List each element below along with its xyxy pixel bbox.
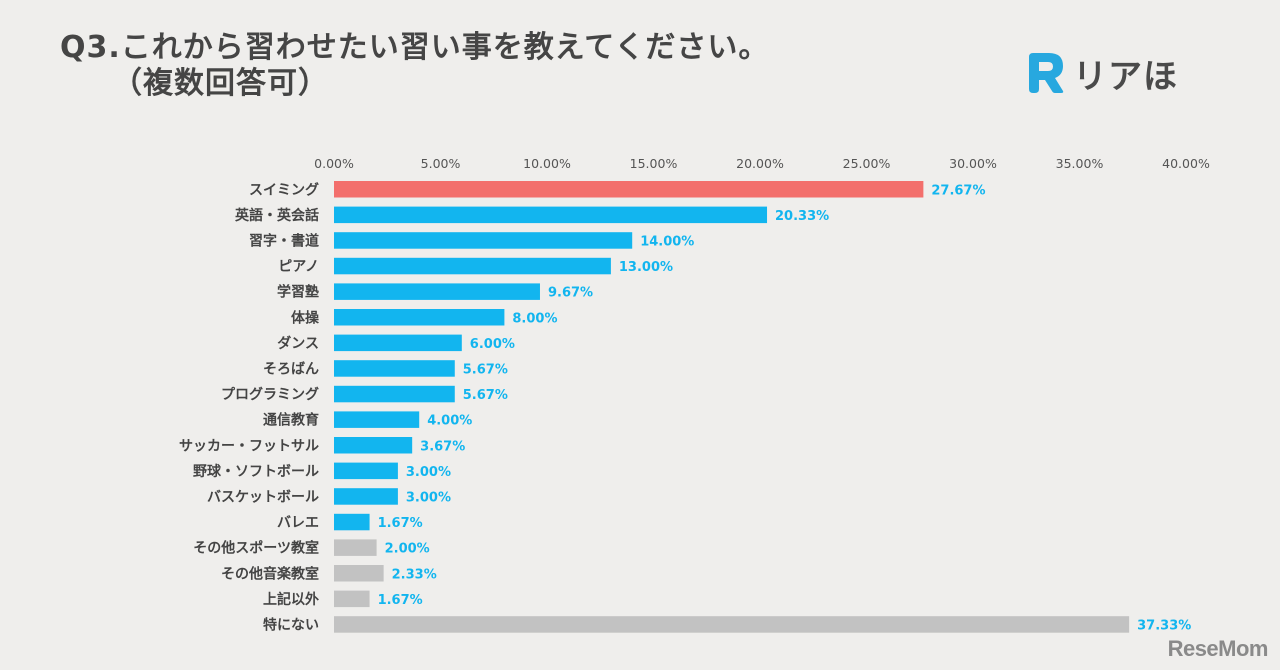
bar <box>334 488 398 505</box>
data-label: 5.67% <box>463 388 508 403</box>
category-label: その他音楽教室 <box>221 565 319 582</box>
bar <box>334 206 768 224</box>
bar <box>334 334 462 352</box>
bar <box>334 411 420 428</box>
category-label: 特にない <box>263 616 319 633</box>
data-label: 1.67% <box>378 593 423 608</box>
bar <box>334 539 377 556</box>
category-label: バスケットボール <box>207 489 319 505</box>
bar <box>334 257 611 275</box>
category-label: そろばん <box>263 361 319 377</box>
category-label: 体操 <box>291 309 320 326</box>
bar <box>334 385 455 403</box>
bar <box>334 590 370 608</box>
data-label: 3.00% <box>406 465 451 480</box>
data-label: 4.00% <box>427 414 472 429</box>
category-label: 通信教育 <box>263 412 319 429</box>
bar <box>334 283 540 300</box>
category-label: スイミング <box>249 181 319 198</box>
category-label: ダンス <box>277 335 319 352</box>
brand-logo-mark-icon <box>1029 53 1064 93</box>
x-tick-label: 20.00% <box>736 156 784 171</box>
data-label: 8.00% <box>512 311 557 326</box>
data-label: 2.00% <box>385 542 430 557</box>
data-label: 6.00% <box>470 337 515 352</box>
data-label: 3.00% <box>406 490 451 505</box>
category-label: 上記以外 <box>263 591 319 608</box>
x-tick-label: 35.00% <box>1056 156 1104 171</box>
category-label: プログラミング <box>221 386 319 403</box>
x-tick-label: 30.00% <box>949 156 997 171</box>
bar <box>334 565 384 582</box>
data-label: 14.00% <box>640 234 694 249</box>
chart-title-line2: （複数回答可） <box>112 66 329 101</box>
category-label: 学習塾 <box>277 284 319 301</box>
category-label: 習字・書道 <box>249 232 319 249</box>
x-tick-label: 15.00% <box>630 156 678 171</box>
chart-title: Q3.これから習わせたい習い事を教えてください。 （複数回答可） <box>60 30 769 102</box>
bar <box>334 309 505 326</box>
x-tick-label: 0.00% <box>314 156 354 171</box>
bar <box>334 462 398 480</box>
data-label: 1.67% <box>378 516 423 531</box>
x-tick-label: 10.00% <box>523 156 571 171</box>
x-tick-label: 40.00% <box>1162 156 1210 171</box>
category-label: 野球・ソフトボール <box>193 463 319 480</box>
bar <box>334 232 633 249</box>
brand-logo: リアほ <box>1025 48 1178 98</box>
brand-logo-text: リアほ <box>1073 56 1178 97</box>
x-tick-label: 25.00% <box>843 156 891 171</box>
chart-title-line1: Q3.これから習わせたい習い事を教えてください。 <box>60 30 770 65</box>
bar <box>334 360 455 377</box>
data-label: 2.33% <box>392 567 437 582</box>
resemom-watermark: ReseMom <box>1167 636 1269 661</box>
data-label: 13.00% <box>619 260 673 275</box>
bar <box>334 181 924 198</box>
category-label: その他スポーツ教室 <box>193 540 319 557</box>
data-label: 20.33% <box>775 209 829 224</box>
bar <box>334 616 1130 633</box>
data-label: 3.67% <box>420 439 465 454</box>
data-label: 37.33% <box>1137 618 1191 633</box>
x-tick-label: 5.00% <box>421 156 461 171</box>
bar <box>334 513 370 531</box>
data-label: 5.67% <box>463 362 508 377</box>
category-label: 英語・英会話 <box>234 207 319 224</box>
data-label: 27.67% <box>931 183 985 198</box>
category-label: バレエ <box>277 515 319 531</box>
bar <box>334 437 413 454</box>
category-label: ピアノ <box>278 259 319 275</box>
category-label: サッカー・フットサル <box>179 438 319 454</box>
data-label: 9.67% <box>548 286 593 301</box>
